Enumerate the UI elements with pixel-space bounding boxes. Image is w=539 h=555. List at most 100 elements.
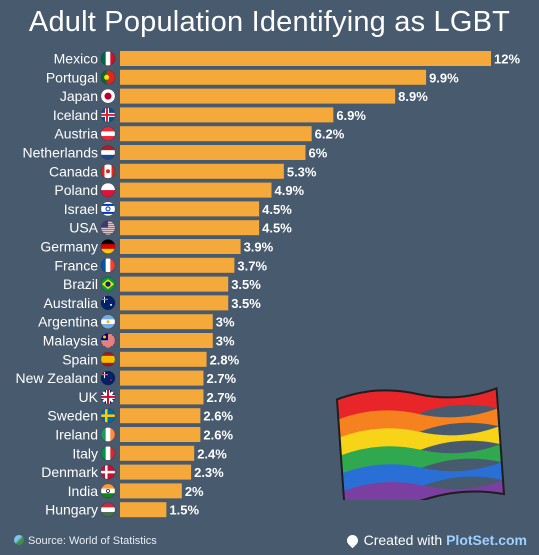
bar-row-france: France 3.7% (54, 257, 267, 273)
value-label: 3.9% (244, 240, 274, 255)
value-label: 4.5% (262, 202, 292, 217)
value-label: 4.5% (262, 221, 292, 236)
value-label: 2.4% (197, 446, 227, 461)
value-label: 3% (216, 334, 235, 349)
bar-row-usa: USA 4.5% (69, 220, 292, 236)
bar-row-india: India 2% (68, 483, 204, 499)
bar (120, 389, 204, 405)
bar (120, 88, 396, 104)
denmark-flag-icon (100, 464, 116, 480)
uk-flag-icon (100, 389, 116, 405)
bar (120, 220, 260, 236)
value-label: 12% (494, 52, 520, 67)
value-label: 2.3% (194, 465, 224, 480)
plotset-logo-icon (344, 532, 360, 549)
bar (120, 51, 491, 66)
category-label: Canada (49, 163, 98, 179)
bar (120, 333, 213, 348)
value-label: 3% (216, 315, 235, 330)
israel-flag-icon (100, 201, 116, 217)
bar (120, 126, 312, 142)
value-label: 5.3% (287, 164, 317, 179)
sweden-flag-icon (100, 408, 116, 424)
india-flag-icon (100, 483, 116, 499)
value-label: 6.9% (336, 108, 366, 123)
category-label: Iceland (53, 107, 98, 123)
category-label: India (68, 483, 99, 499)
portugal-flag-icon (100, 70, 116, 85)
bar (120, 370, 204, 386)
australia-flag-icon (100, 295, 116, 311)
category-label: Brazil (63, 276, 98, 292)
value-label: 3.5% (231, 277, 261, 292)
bar-row-poland: Poland 4.9% (54, 182, 304, 198)
bar-row-ireland: Ireland 2.6% (55, 427, 233, 443)
category-label: Hungary (45, 502, 98, 518)
bar (120, 445, 195, 461)
category-label: Portugal (46, 69, 98, 85)
bar-row-argentina: Argentina 3% (38, 314, 235, 330)
bar (120, 464, 192, 480)
iceland-flag-icon (100, 107, 116, 123)
rainbow-flag-icon (335, 386, 505, 500)
canada-flag-icon (100, 164, 116, 179)
bar (120, 351, 207, 367)
category-label: Australia (44, 295, 99, 311)
bar (120, 163, 284, 179)
bar (120, 239, 241, 254)
globe-icon (14, 535, 24, 545)
bar-row-israel: Israel 4.5% (64, 201, 292, 217)
austria-flag-icon (100, 126, 116, 141)
created-with-credit[interactable]: Created with PlotSet.com (344, 532, 527, 549)
bar-row-iceland: Iceland 6.9% (53, 107, 367, 123)
bar (120, 69, 427, 85)
chart-title: Adult Population Identifying as LGBT (28, 6, 511, 38)
value-label: 2.6% (203, 428, 233, 443)
category-label: Sweden (47, 408, 98, 424)
category-label: France (54, 257, 98, 273)
bar-row-uk: UK 2.7% (79, 389, 237, 405)
value-label: 2.7% (206, 371, 236, 386)
value-label: 2.7% (206, 390, 236, 405)
value-label: 2.8% (210, 352, 240, 367)
category-label: Netherlands (23, 145, 99, 161)
ireland-flag-icon (100, 427, 116, 442)
new-zealand-flag-icon (100, 370, 116, 386)
netherlands-flag-icon (100, 145, 116, 160)
category-label: UK (79, 389, 99, 405)
bar (120, 182, 272, 198)
bar (120, 257, 235, 273)
bar-row-portugal: Portugal 9.9% (46, 69, 459, 85)
bar-row-italy: Italy 2.4% (72, 445, 227, 461)
category-label: Denmark (41, 464, 99, 480)
bar (120, 295, 229, 311)
bar-row-hungary: Hungary 1.5% (45, 502, 199, 518)
bar-row-canada: Canada 5.3% (49, 163, 317, 179)
bar-row-malaysia: Malaysia 3% (43, 333, 235, 349)
spain-flag-icon (100, 351, 116, 367)
bar-row-brazil: Brazil 3.5% (63, 276, 261, 292)
category-label: Mexico (54, 51, 99, 67)
bar-row-spain: Spain 2.8% (62, 351, 239, 367)
source-note: Source: World of Statistics (14, 535, 157, 547)
bar-row-germany: Germany 3.9% (40, 239, 273, 255)
bar-row-austria: Austria 6.2% (54, 126, 344, 142)
bar (120, 201, 260, 217)
france-flag-icon (100, 257, 116, 273)
value-label: 4.9% (274, 183, 304, 198)
category-label: Malaysia (43, 333, 98, 349)
bar (120, 276, 229, 292)
bar (120, 483, 182, 499)
category-label: New Zealand (16, 370, 99, 386)
category-label: Israel (64, 201, 98, 217)
value-label: 3.5% (231, 296, 261, 311)
value-label: 8.9% (398, 89, 428, 104)
bar-row-new-zealand: New Zealand 2.7% (16, 370, 237, 386)
mexico-flag-icon (100, 51, 116, 66)
bar (120, 107, 334, 123)
brazil-flag-icon (100, 276, 116, 292)
value-label: 3.7% (237, 258, 267, 273)
bar (120, 502, 167, 518)
value-label: 9.9% (429, 70, 459, 85)
